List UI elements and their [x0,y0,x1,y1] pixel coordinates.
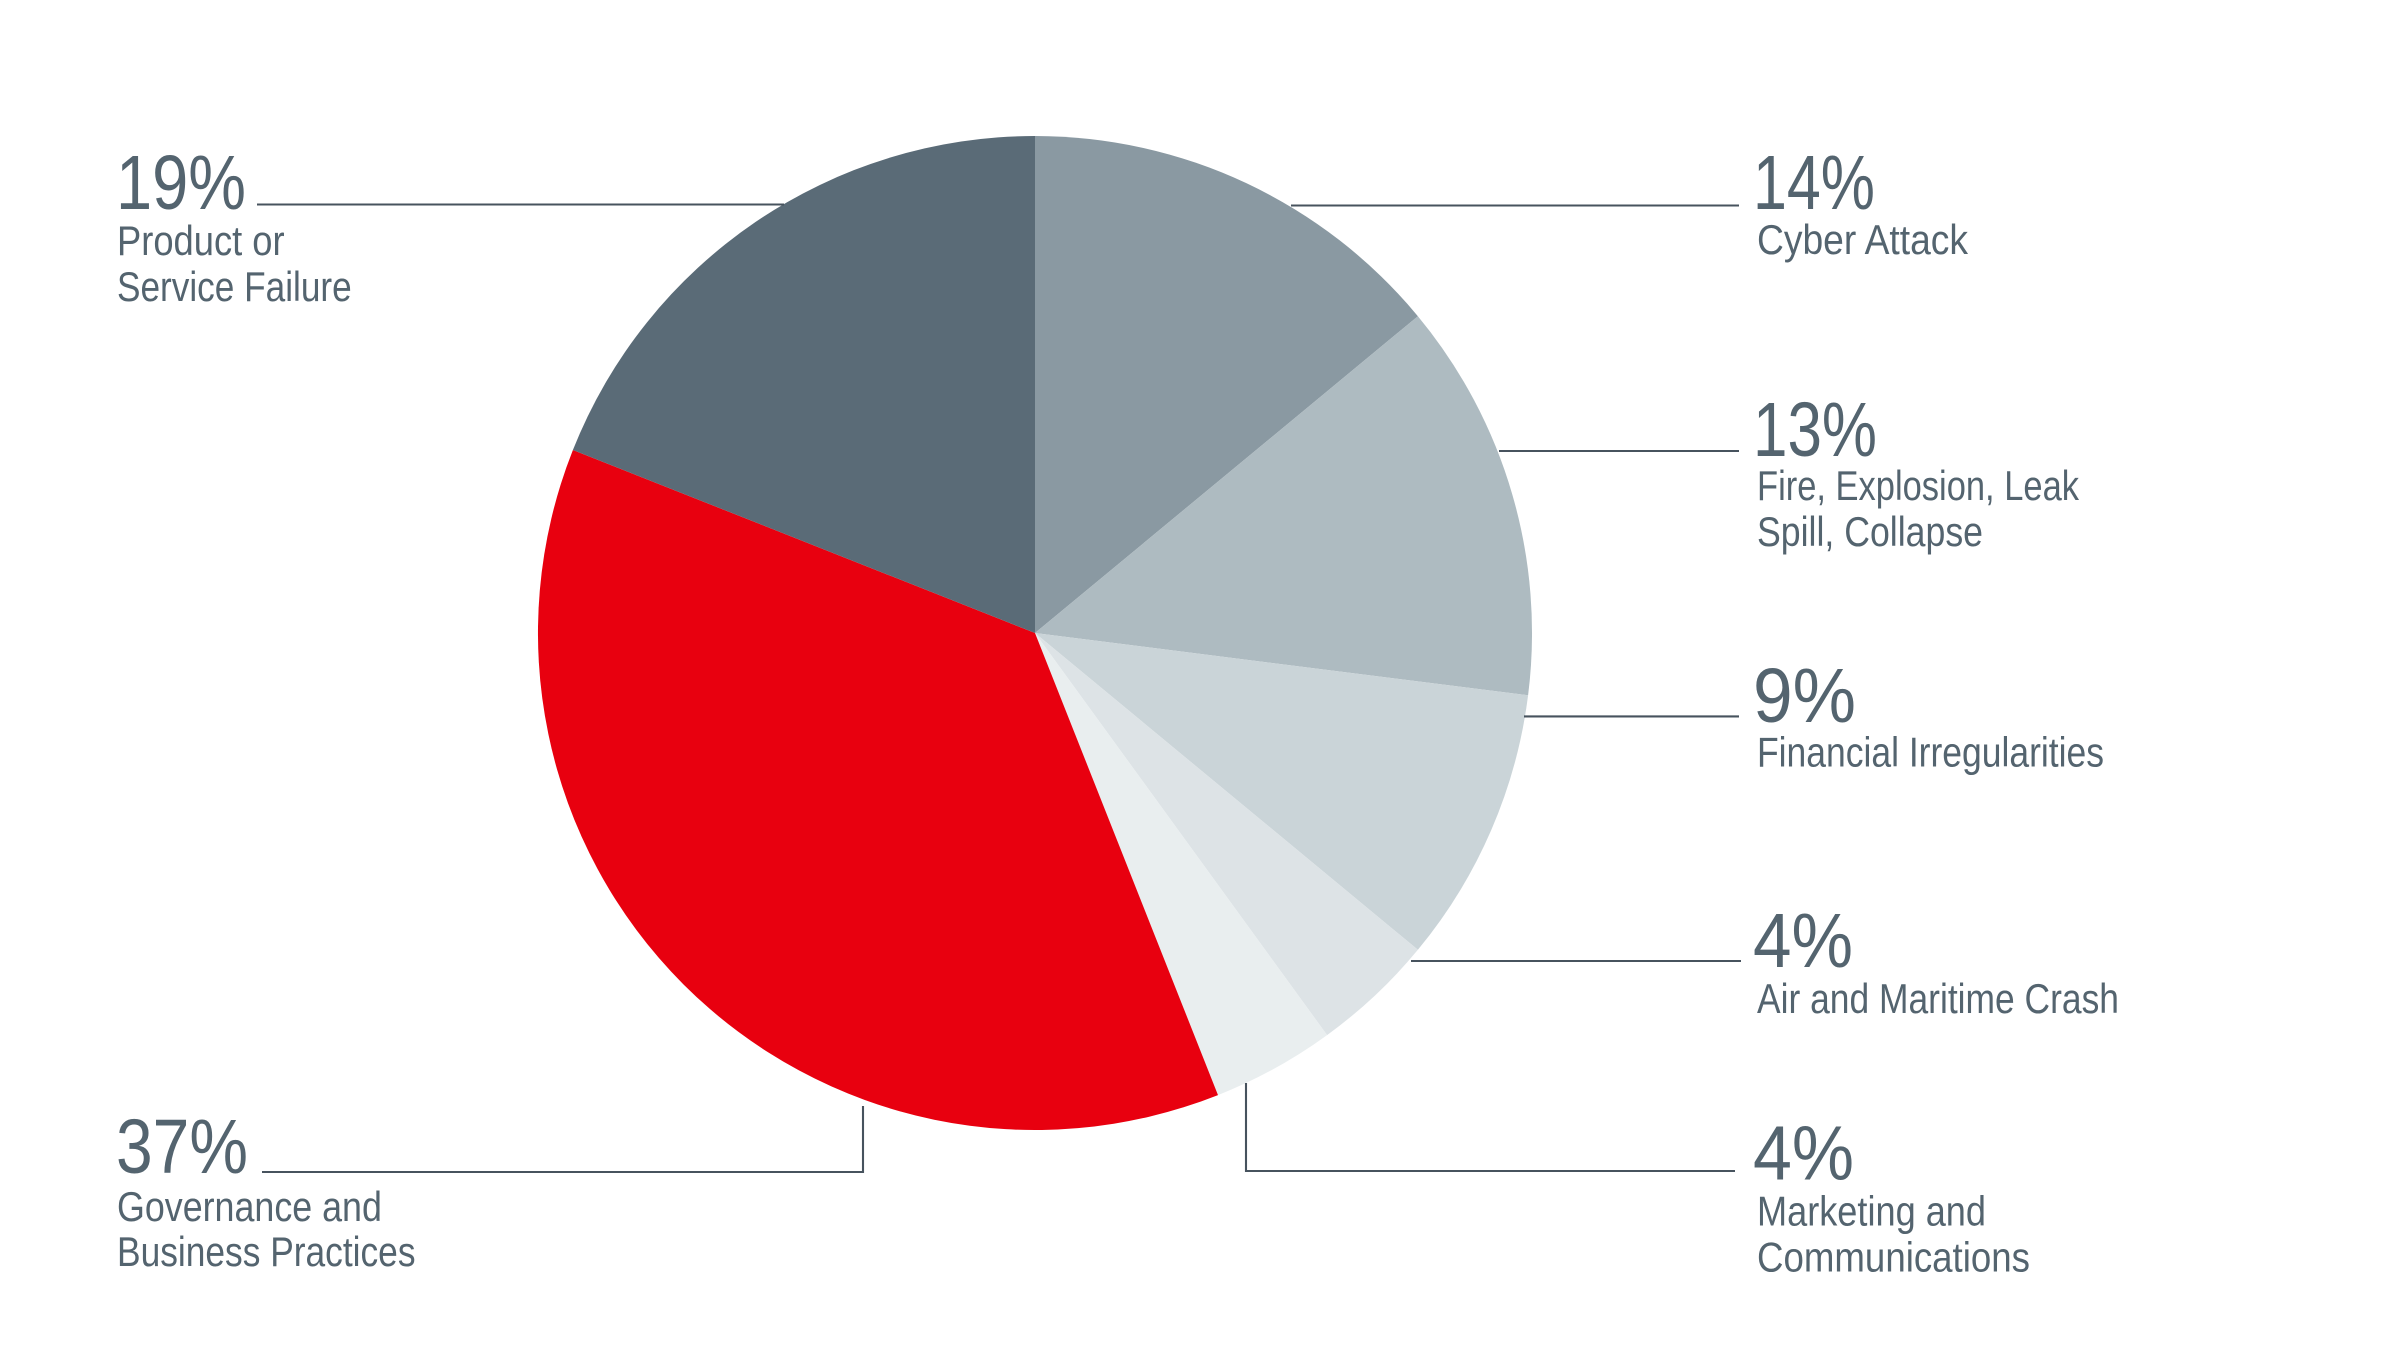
svg-text:9%: 9% [1753,653,1856,739]
svg-text:Spill, Collapse: Spill, Collapse [1757,508,1983,555]
svg-text:37%: 37% [116,1104,248,1190]
svg-text:Product or: Product or [117,217,285,264]
svg-text:Air and Maritime Crash: Air and Maritime Crash [1757,975,2119,1022]
svg-text:4%: 4% [1753,1111,1854,1197]
svg-text:Financial Irregularities: Financial Irregularities [1757,729,2104,776]
svg-text:Service Failure: Service Failure [117,263,352,310]
svg-text:4%: 4% [1753,898,1853,984]
svg-text:Marketing and: Marketing and [1757,1188,1986,1235]
svg-text:14%: 14% [1753,140,1875,226]
svg-text:19%: 19% [116,140,246,226]
svg-text:Business Practices: Business Practices [117,1228,416,1275]
svg-text:Communications: Communications [1757,1234,2030,1281]
svg-text:13%: 13% [1753,387,1877,473]
svg-text:Cyber Attack: Cyber Attack [1757,216,1969,263]
svg-text:Fire, Explosion, Leak: Fire, Explosion, Leak [1757,462,2080,509]
svg-text:Governance and: Governance and [117,1183,382,1230]
